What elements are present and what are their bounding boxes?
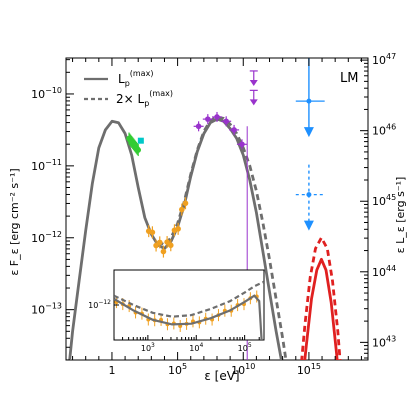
data-point xyxy=(167,242,174,249)
series-line-4 xyxy=(300,236,342,360)
data-point xyxy=(306,98,312,104)
x-axis-label: ε [eV] xyxy=(204,369,239,383)
data-points xyxy=(126,58,325,360)
upper-limit-arrow xyxy=(249,99,258,106)
y-tick-label-1: 10−10 xyxy=(31,86,62,101)
y-right-tick-label-4: 1046 xyxy=(372,123,396,138)
legend-label-1: Lp(max) xyxy=(118,69,153,88)
inset-x-tick-label-1: 103 xyxy=(141,342,155,353)
data-point xyxy=(214,114,220,120)
data-point xyxy=(164,239,170,245)
inset-line-solid xyxy=(114,294,263,340)
inset-x-tick-label-2: 104 xyxy=(189,342,203,353)
y-right-tick-label-1: 1043 xyxy=(372,334,396,349)
x-tick-label-4: 1015 xyxy=(297,362,321,377)
y-tick-label-3: 10−12 xyxy=(31,230,62,245)
x-tick-label-3: 1010 xyxy=(231,362,255,377)
data-point xyxy=(239,141,245,148)
inset-ticks: 103 104 105 10−12 xyxy=(88,299,260,353)
data-point xyxy=(223,118,229,125)
axes: 1 105 1010 1015 10−10 10−11 10−12 10−13 1043 1044… xyxy=(31,52,396,377)
x-tick-label-1: 1 xyxy=(108,364,115,377)
data-point xyxy=(137,137,144,144)
data-point xyxy=(135,147,142,153)
y-right-tick-label-2: 1044 xyxy=(372,264,396,279)
legend-label-2: 2× Lp(max) xyxy=(116,89,173,108)
inset-y-tick-label: 10−12 xyxy=(88,299,111,310)
y-tick-label-2: 10−11 xyxy=(31,158,62,173)
x-tick-label-2: 105 xyxy=(168,362,187,377)
data-point xyxy=(153,242,159,249)
inset-background xyxy=(113,269,265,341)
inset: 103 104 105 10−12 xyxy=(88,269,265,353)
inset-line-dashed xyxy=(114,280,264,318)
upper-limit-arrow xyxy=(303,127,314,138)
inset-x-tick-label-3: 105 xyxy=(238,342,252,353)
panel-label: LM xyxy=(340,71,358,86)
data-point xyxy=(160,248,167,255)
data-point xyxy=(182,200,189,207)
inset-curves xyxy=(114,280,264,340)
data-point xyxy=(195,123,202,130)
y-axis-label-right: ε L_ε [erg s⁻¹] xyxy=(394,177,407,254)
upper-limit-arrow xyxy=(303,220,314,231)
y-axis-label-left: ε F_ε [erg cm⁻² s⁻¹] xyxy=(8,168,21,275)
upper-limit-arrow xyxy=(249,79,258,86)
legend: Lp(max) 2× Lp(max) xyxy=(84,69,173,108)
y-tick-label-4: 10−13 xyxy=(31,302,62,317)
data-point xyxy=(156,239,163,246)
y-right-tick-label-3: 1045 xyxy=(372,193,396,208)
data-point xyxy=(231,127,237,133)
series-line-3 xyxy=(303,257,339,360)
series-line-2 xyxy=(157,115,288,360)
data-point xyxy=(149,229,156,236)
data-point xyxy=(205,116,211,122)
data-point xyxy=(306,192,312,198)
y-right-tick-label-5: 1047 xyxy=(372,52,396,67)
data-point xyxy=(179,206,185,213)
data-point xyxy=(175,226,181,232)
